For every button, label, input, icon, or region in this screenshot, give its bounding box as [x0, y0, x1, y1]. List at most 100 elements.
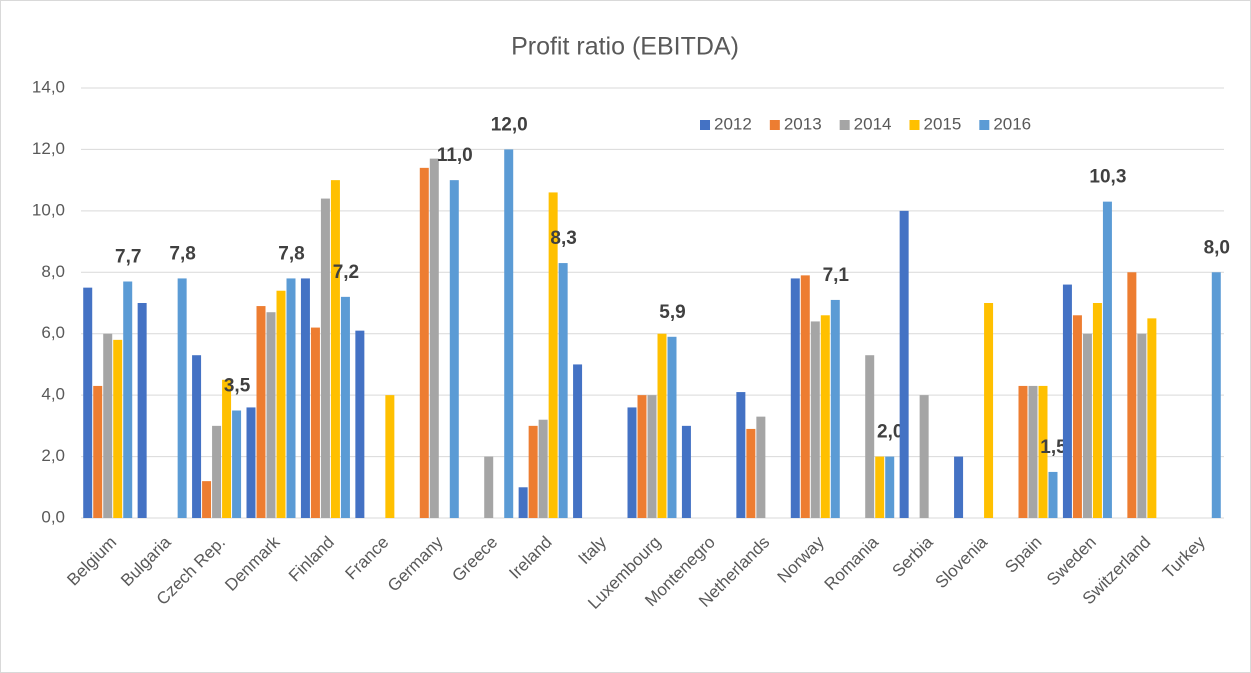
bar	[93, 385, 103, 518]
bar	[1018, 385, 1028, 518]
bar	[177, 278, 187, 518]
bar	[355, 330, 365, 518]
bar	[340, 296, 350, 518]
bar	[681, 425, 691, 518]
legend-swatch	[909, 120, 920, 130]
y-tick-label: 8,0	[41, 262, 65, 281]
bar	[885, 456, 895, 518]
bar	[385, 395, 395, 518]
bar	[865, 355, 875, 518]
bar	[558, 263, 568, 518]
data-label: 12,0	[491, 114, 528, 135]
legend-swatch	[979, 120, 990, 130]
bar	[83, 287, 93, 518]
bar	[246, 407, 256, 518]
legend-label: 2013	[784, 114, 822, 133]
bar	[1092, 303, 1102, 518]
bar	[1048, 471, 1058, 518]
data-label: 8,0	[1204, 237, 1230, 258]
data-label: 7,2	[333, 262, 359, 283]
bar	[286, 278, 296, 518]
data-label: 7,8	[278, 243, 304, 264]
bar	[504, 149, 514, 518]
bar	[113, 339, 123, 518]
bar	[419, 167, 429, 518]
data-label: 5,9	[659, 302, 685, 323]
bar	[800, 275, 810, 518]
legend-swatch	[839, 120, 850, 130]
y-tick-label: 4,0	[41, 385, 65, 404]
bar	[1137, 333, 1147, 518]
data-label: 7,8	[169, 243, 195, 264]
bar	[202, 481, 212, 518]
bar	[222, 379, 232, 518]
bar	[538, 419, 548, 518]
bar	[1072, 315, 1082, 518]
bar	[657, 333, 667, 518]
bar	[256, 306, 266, 518]
bar	[310, 327, 320, 518]
bar	[919, 395, 929, 518]
bar	[232, 410, 242, 518]
bar	[1028, 385, 1038, 518]
legend-label: 2012	[714, 114, 752, 133]
bar	[667, 336, 677, 518]
bar	[137, 303, 147, 518]
legend-label: 2016	[993, 114, 1031, 133]
bar	[573, 364, 583, 518]
bar	[484, 456, 494, 518]
data-label: 10,3	[1089, 167, 1126, 188]
bar	[1062, 284, 1072, 518]
bar	[1147, 318, 1157, 518]
data-label: 7,1	[823, 265, 850, 286]
bar	[103, 333, 113, 518]
bar	[518, 487, 528, 518]
data-label: 8,3	[550, 228, 576, 249]
y-tick-label: 0,0	[41, 507, 65, 526]
bar	[899, 210, 909, 518]
bar	[212, 425, 222, 518]
bar	[123, 281, 133, 518]
bar	[1082, 333, 1092, 518]
bar	[756, 416, 766, 518]
chart-title: Profit ratio (EBITDA)	[511, 33, 739, 61]
legend-swatch	[769, 120, 780, 130]
bar	[266, 312, 276, 518]
bar	[276, 290, 286, 518]
data-label: 7,7	[115, 247, 141, 268]
bar	[1127, 272, 1137, 518]
bar	[790, 278, 800, 518]
bar	[548, 192, 558, 518]
bar	[1038, 385, 1048, 518]
data-label: 1,5	[1040, 437, 1067, 458]
bar	[820, 315, 830, 518]
bar	[330, 180, 340, 518]
bar	[449, 180, 459, 518]
bar	[647, 395, 657, 518]
data-label: 2,0	[877, 422, 903, 443]
y-tick-label: 12,0	[32, 139, 65, 158]
bar	[192, 355, 202, 518]
y-tick-label: 14,0	[32, 77, 65, 96]
y-tick-label: 10,0	[32, 200, 65, 219]
bar	[830, 299, 840, 518]
legend-label: 2014	[854, 114, 892, 133]
bar	[810, 321, 820, 518]
bar	[746, 428, 756, 518]
bar	[300, 278, 310, 518]
bar	[1102, 201, 1112, 518]
legend-label: 2015	[923, 114, 961, 133]
bar	[954, 456, 964, 518]
bar	[1211, 272, 1221, 518]
bar	[320, 198, 330, 519]
bar	[875, 456, 885, 518]
bar	[528, 425, 538, 518]
data-label: 3,5	[224, 376, 251, 397]
legend-swatch	[700, 120, 710, 130]
bar	[984, 303, 994, 518]
data-label: 11,0	[437, 145, 473, 166]
bar	[429, 158, 439, 518]
y-tick-label: 2,0	[41, 446, 65, 465]
